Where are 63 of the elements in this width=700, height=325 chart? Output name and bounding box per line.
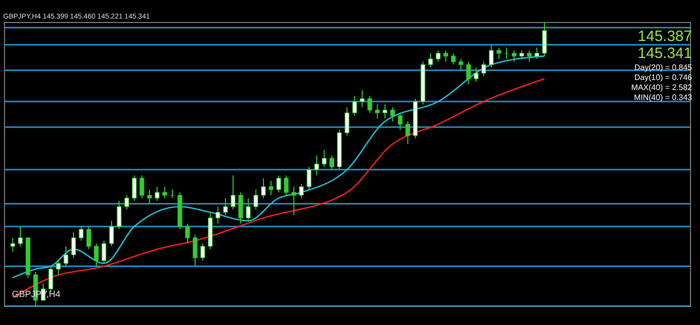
candlestick	[360, 90, 364, 108]
candlestick	[512, 50, 516, 62]
candlestick	[268, 180, 274, 196]
candlestick	[314, 154, 319, 176]
candlestick	[147, 189, 152, 204]
candlestick	[94, 243, 99, 267]
candlestick	[474, 66, 478, 82]
candlestick	[116, 200, 122, 230]
candlestick	[162, 186, 168, 199]
annotation: Day(10) = 0.746	[634, 73, 693, 82]
candlestick	[48, 266, 54, 292]
candlestick	[254, 189, 258, 210]
candlestick	[534, 47, 540, 60]
candlestick	[526, 50, 532, 62]
candlestick	[192, 234, 198, 267]
candlestick	[132, 174, 137, 202]
candlestick	[109, 220, 114, 247]
candlestick	[124, 194, 130, 210]
candlestick	[352, 95, 357, 116]
candlestick	[223, 198, 228, 216]
candlestick	[344, 106, 350, 136]
candlestick	[18, 226, 23, 247]
candlestick	[276, 174, 281, 193]
candlestick	[443, 50, 448, 62]
candlestick	[428, 52, 433, 68]
candlestick	[489, 44, 494, 68]
candlestick	[405, 120, 410, 145]
candlestick	[481, 61, 486, 76]
annotation: MAX(40) = 2.582	[631, 83, 693, 92]
candlestick	[140, 174, 144, 199]
candlestick	[154, 186, 160, 202]
candlestick	[56, 260, 61, 276]
candlestick	[238, 192, 243, 224]
candlestick	[230, 174, 236, 210]
candlestick	[306, 166, 312, 190]
candlestick	[458, 58, 464, 71]
candlestick	[382, 104, 388, 120]
candlestick	[246, 198, 251, 222]
candlestick	[185, 223, 190, 244]
candlestick	[71, 232, 76, 258]
candlestick	[496, 47, 502, 60]
candlestick	[102, 240, 106, 264]
candlestick	[299, 183, 304, 199]
candlestick	[398, 112, 402, 130]
candlestick	[367, 95, 372, 114]
candlestick	[451, 52, 456, 66]
candlestick	[78, 226, 84, 242]
candlestick	[284, 174, 289, 196]
candlestick	[436, 50, 440, 62]
candlestick	[216, 206, 220, 224]
candlestick	[330, 154, 334, 170]
candlestick	[390, 106, 395, 122]
candlestick	[64, 246, 68, 267]
candlestick	[292, 186, 296, 216]
candlestick	[322, 149, 327, 168]
candlestick	[375, 104, 380, 120]
candlestick	[466, 61, 471, 85]
candlestick	[200, 243, 205, 262]
candlestick	[86, 226, 92, 250]
candlestick	[261, 178, 266, 199]
annotation: MIN(40) = 0.343	[634, 93, 693, 102]
candlestick	[10, 237, 16, 253]
candlestick	[542, 22, 547, 57]
